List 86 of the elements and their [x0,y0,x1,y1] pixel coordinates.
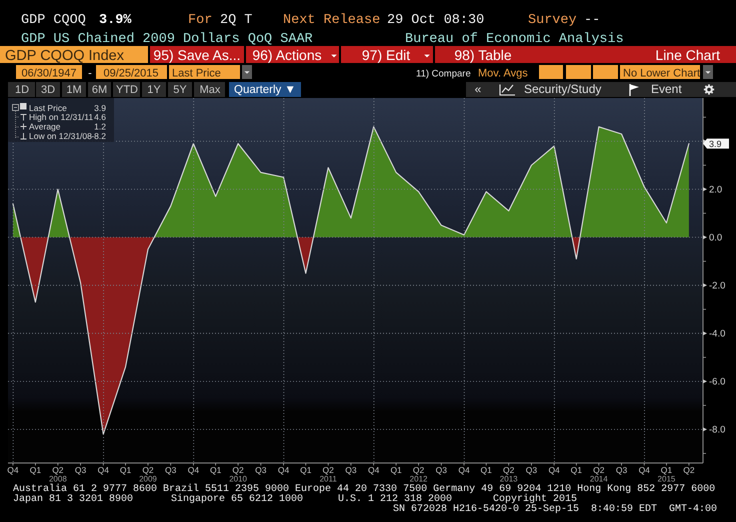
x-tick-label: Q3 [165,465,177,475]
text: Security/Study [524,82,602,96]
x-tick-label: Q1 [390,465,402,475]
chart-title: GDP US Chained 2009 Dollars QoQ SAAR [21,32,313,47]
text: 98) Table [454,47,512,63]
x-tick-label: Q2 2014 [590,465,608,484]
x-tick-label: Q1 [570,465,582,475]
text: Copyright 2015 [493,493,578,505]
text: « [474,82,482,96]
annotation: 1.2 [94,122,106,132]
x-tick-label: Q3 [74,465,87,475]
text: SN 672028 H216-5420-0 25-Sep-15 8:40:59 EDT GMT-4:00 [392,504,717,515]
text: Max [200,84,221,96]
x-tick-label: Q4 [548,465,560,475]
chart-subtitle: Bureau of Economic Analysis [405,32,624,47]
legend-label: Last Price [29,103,68,113]
text: Last Price [172,68,221,80]
text: 11) Compare [416,68,471,80]
text: GDP CQOQ [21,13,86,28]
x-tick-label: Q4 [638,465,650,475]
text: 3D [40,84,56,96]
x-tick-label: Q4 [188,465,200,475]
annotation: 3.9 [94,103,106,113]
y-tick-label: -4.0 [709,328,726,340]
text: -- [584,13,600,28]
x-tick-label: Q1 [300,465,312,475]
text: Event [651,82,682,96]
text: Quarterly ▼ [234,84,296,96]
y-tick-label: -2.0 [709,280,726,292]
text: 3.9% [99,13,132,28]
text: Next Release [283,13,380,28]
x-tick-label: Q1 2015 [658,465,676,484]
x-tick-label: Q2 2010 [229,465,248,484]
x-tick-label: Q2 2013 [500,465,518,484]
x-tick-label: Q1 [120,465,132,475]
x-tick-label: Q1 [210,465,222,475]
text: Japan 81 3 3201 8900 [13,494,134,505]
y-tick-label: -8.0 [709,424,726,436]
text: No Lower Chart [623,68,700,80]
text: U.S. 1 212 318 2000 [338,494,452,505]
annotation: Average [29,122,61,132]
text: Mov. Avgs [478,68,528,80]
x-tick-label: Q4 [458,465,470,475]
x-tick-label: Q4 [7,465,19,475]
text: 1Y [147,84,162,96]
text: 96) Actions [252,47,322,63]
text: 29 Oct 08:30 [387,13,484,28]
text: Singapore 65 6212 1000 [171,493,304,505]
x-tick-label: Q3 [526,465,538,475]
text: 97) Edit [362,47,410,63]
text: 1M [66,84,82,96]
annotation: 3.9 [709,138,722,149]
text: 1D [14,84,30,96]
x-tick-label: Q2 2012 [410,465,428,484]
text: Survey [528,13,577,28]
text: Line Chart [655,47,720,63]
x-tick-label: Q1 [30,465,42,475]
text: 09/25/2015 [103,68,159,80]
text: 2Q T [220,13,252,28]
x-tick-label: Q2 2008 [48,465,68,484]
x-tick-label: Q3 [255,465,267,475]
y-tick-label: -6.0 [709,376,726,388]
x-tick-label: Q3 [616,465,628,475]
y-tick-label: 2.0 [709,184,722,196]
x-tick-label: Q2 [683,465,695,475]
annotation: -8.2 [91,131,106,141]
annotation: High on 12/31/11 [29,112,94,122]
x-tick-label: Q4 [278,465,290,475]
text: GDP CQOQ Index [5,48,125,64]
x-tick-label: Q2 2011 [320,465,338,484]
x-tick-label: Q3 [436,465,448,475]
text: For [188,13,212,28]
text: YTD [116,84,138,96]
y-tick-label: 0.0 [709,232,722,244]
text: Australia 61 2 9777 8600 Brazil 5511 2395 9000 Europe 44 20 7330 7500 Germany 49 69 9204 1210 Hong Kong 852 2977 6000 [13,483,716,495]
x-tick-label: Q2 2009 [139,465,158,484]
annotation: 4.6 [94,112,106,122]
text: 6M [92,84,108,96]
annotation: Low on 12/31/08 [29,131,92,141]
x-tick-label: Q4 [368,465,380,475]
text: 06/30/1947 [21,68,77,80]
x-tick-label: Q4 [98,465,110,475]
x-tick-label: Q3 [345,465,357,475]
x-tick-label: Q1 [480,465,492,475]
text: - [88,68,92,80]
text: 5Y [173,84,188,96]
